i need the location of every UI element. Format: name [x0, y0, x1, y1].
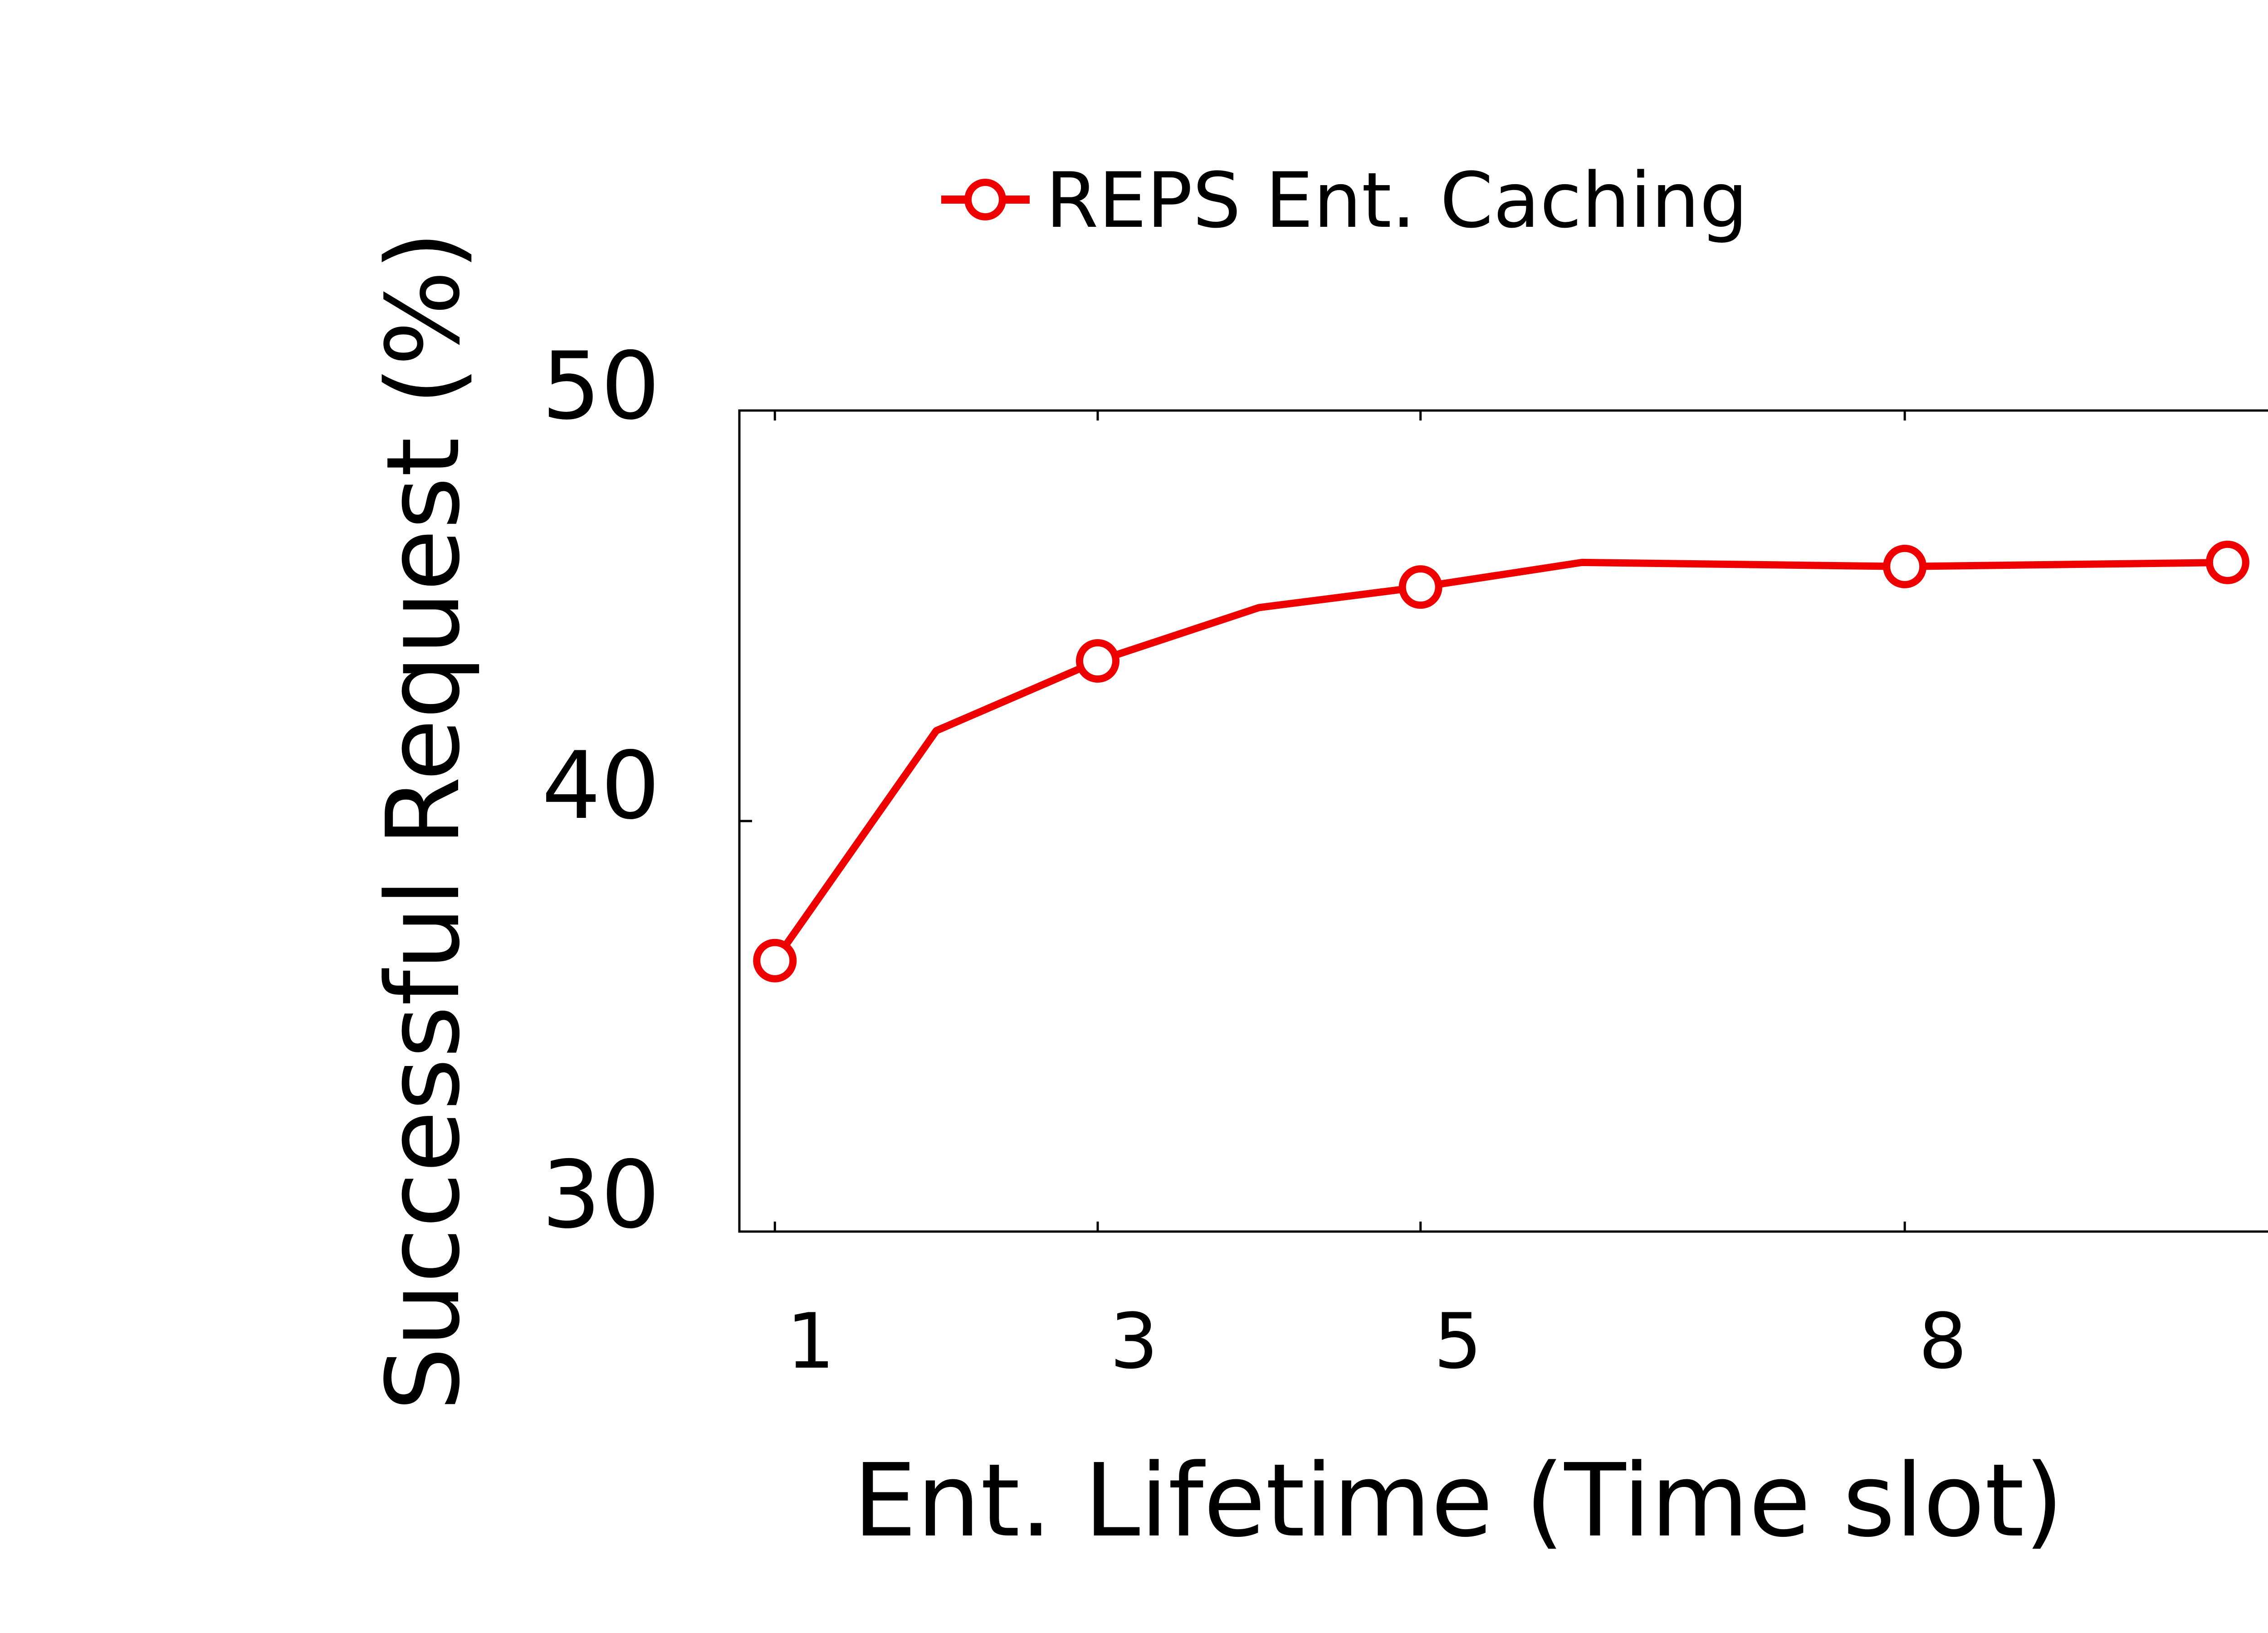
x-tick-labels: 1 3 5 8: [787, 1297, 1967, 1386]
data-point-x10: [2205, 540, 2249, 584]
plot-frame: [738, 409, 2268, 1233]
data-point-x5: [1398, 565, 1442, 609]
x-tick-label-3: 3: [1110, 1297, 1158, 1386]
data-point-x3: [1075, 639, 1119, 683]
y-tick-label-50: 50: [542, 332, 660, 440]
plot-area: [738, 409, 2268, 1233]
legend-label: REPS Ent. Caching: [1046, 156, 1748, 245]
y-axis-label: Successful Request (%): [365, 231, 482, 1411]
legend: REPS Ent. Caching: [941, 156, 1748, 245]
y-tick-label-30: 30: [542, 1141, 660, 1249]
data-point-x1: [753, 939, 797, 983]
y-tick-label-40: 40: [542, 732, 660, 840]
legend-marker-sample: [964, 179, 1006, 220]
series-line-0: [771, 558, 2231, 964]
y-tick-labels: 30 40 50: [542, 332, 660, 1249]
x-tick-label-8: 8: [1919, 1297, 1967, 1386]
x-tick-label-1: 1: [787, 1297, 835, 1386]
x-axis-label: Ent. Lifetime (Time slot): [853, 1442, 2064, 1560]
data-point-x8: [1883, 544, 1927, 588]
x-tick-label-5: 5: [1434, 1297, 1482, 1386]
